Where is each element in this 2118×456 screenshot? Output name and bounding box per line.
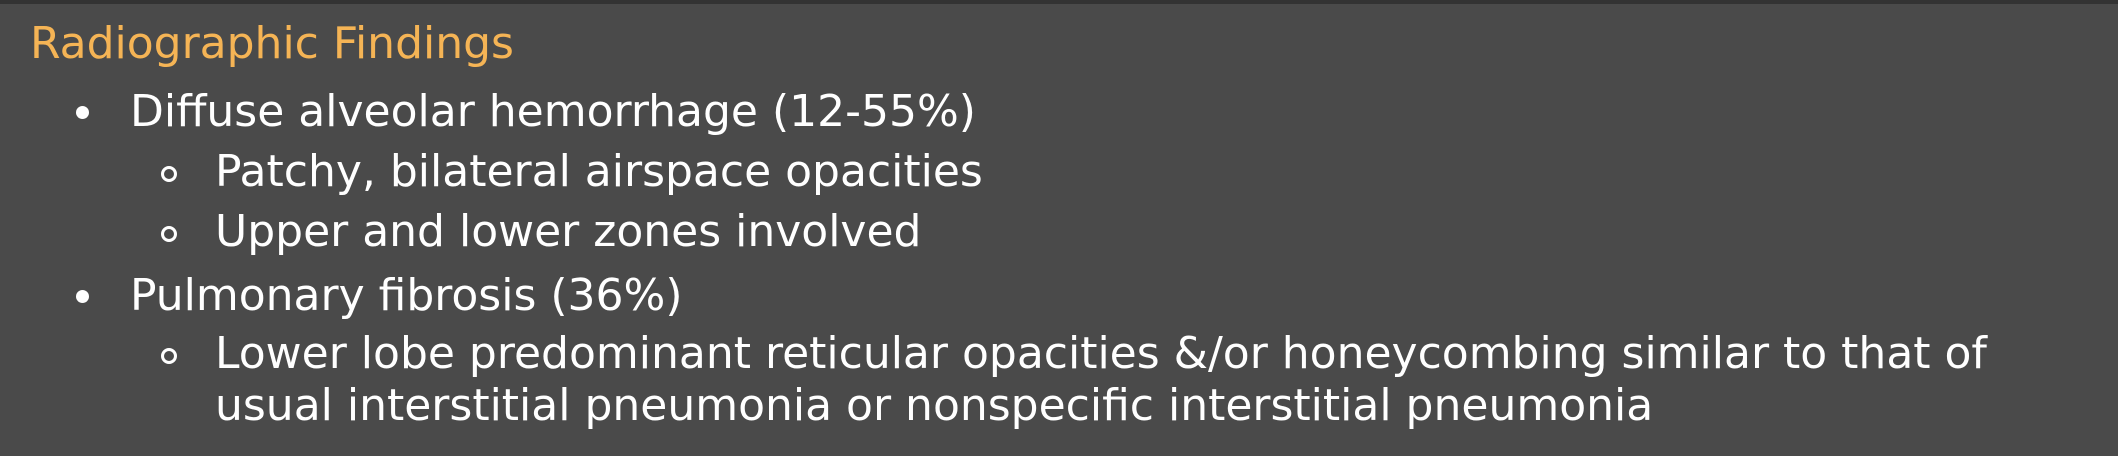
hollow-bullet-icon	[161, 166, 177, 182]
sub-bullet-text: Patchy, bilateral airspace opacities	[215, 146, 983, 197]
bullet-text: Pulmonary fibrosis (36%)	[130, 270, 683, 321]
slide-top-border	[0, 0, 2118, 4]
sub-bullet-text: Upper and lower zones involved	[215, 206, 922, 257]
bullet-item-hemorrhage: Diffuse alveolar hemorrhage (12-55%)	[76, 84, 976, 140]
sub-bullet-text: Lower lobe predominant reticular opaciti…	[215, 328, 1987, 431]
slide-title: Radiographic Findings	[30, 18, 514, 69]
hollow-bullet-icon	[161, 226, 177, 242]
sub-bullet-item-patchy: Patchy, bilateral airspace opacities	[161, 146, 2095, 198]
sub-bullet-item-lower-lobe: Lower lobe predominant reticular opaciti…	[161, 328, 2095, 432]
sub-bullet-item-zones: Upper and lower zones involved	[161, 206, 2095, 258]
bullet-text: Diffuse alveolar hemorrhage (12-55%)	[130, 86, 976, 137]
hollow-bullet-icon	[161, 348, 177, 364]
filled-bullet-icon	[76, 106, 89, 119]
filled-bullet-icon	[76, 290, 89, 303]
bullet-item-fibrosis: Pulmonary fibrosis (36%)	[76, 268, 683, 324]
